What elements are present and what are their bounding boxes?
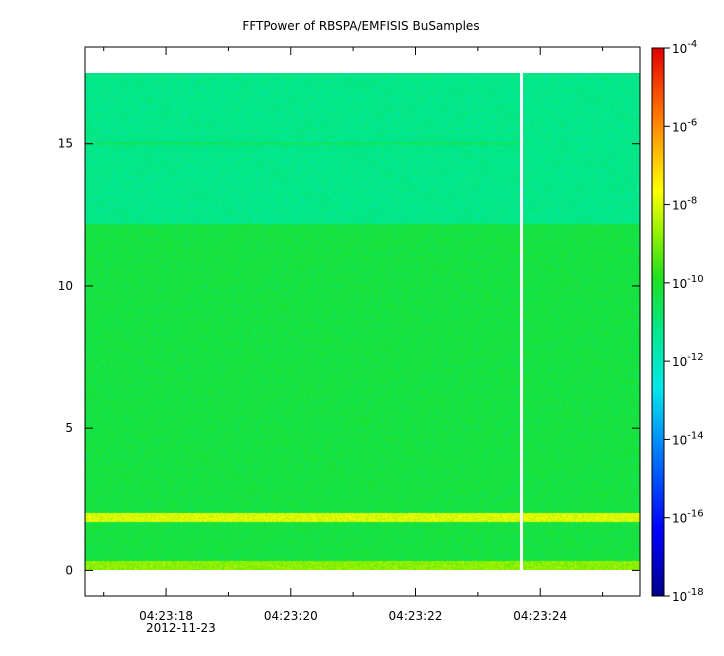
colorbar-gradient — [651, 47, 665, 597]
x-date-sublabel: 2012-11-23 — [146, 621, 216, 635]
y-tick-label: 0 — [65, 563, 73, 577]
colorbar-tick-label: 10-18 — [672, 587, 704, 604]
x-tick-label: 04:23:24 — [513, 609, 567, 623]
y-tick-label: 10 — [58, 279, 73, 293]
plot-frame — [84, 46, 641, 597]
colorbar-tick-label: 10-10 — [672, 274, 704, 291]
colorbar-tick-label: 10-4 — [672, 39, 697, 56]
x-tick-label: 04:23:18 — [139, 609, 193, 623]
spectrogram-heatmap — [85, 73, 640, 570]
colorbar-tick-label: 10-8 — [672, 196, 697, 213]
colorbar-tick-label: 10-6 — [672, 117, 697, 134]
x-tick-label: 04:23:20 — [264, 609, 318, 623]
x-tick-label: 04:23:22 — [389, 609, 443, 623]
chart-title: FFTPower of RBSPA/EMFISIS BuSamples — [242, 19, 479, 33]
y-tick-label: 5 — [65, 421, 73, 435]
y-axis: 0 5 10 15 — [58, 137, 640, 577]
colorbar-tick-label: 10-14 — [672, 430, 704, 447]
colorbar-tick-label: 10-12 — [672, 352, 704, 369]
y-tick-label: 15 — [58, 137, 73, 151]
spectral-features — [85, 73, 524, 570]
colorbar-tick-label: 10-16 — [672, 509, 704, 526]
data-gap — [520, 73, 524, 570]
x-axis: 2012-11-23 04:23:18 04:23:20 04:23:22 04:23… — [103, 47, 604, 635]
colorbar-ticks: 10-4 10-6 10-8 10-10 10-12 10-14 10-16 10-18 — [664, 39, 704, 604]
colorbar: 10-4 10-6 10-8 10-10 10-12 10-14 10-16 10-18 — [651, 39, 704, 604]
plot-area — [84, 46, 641, 597]
